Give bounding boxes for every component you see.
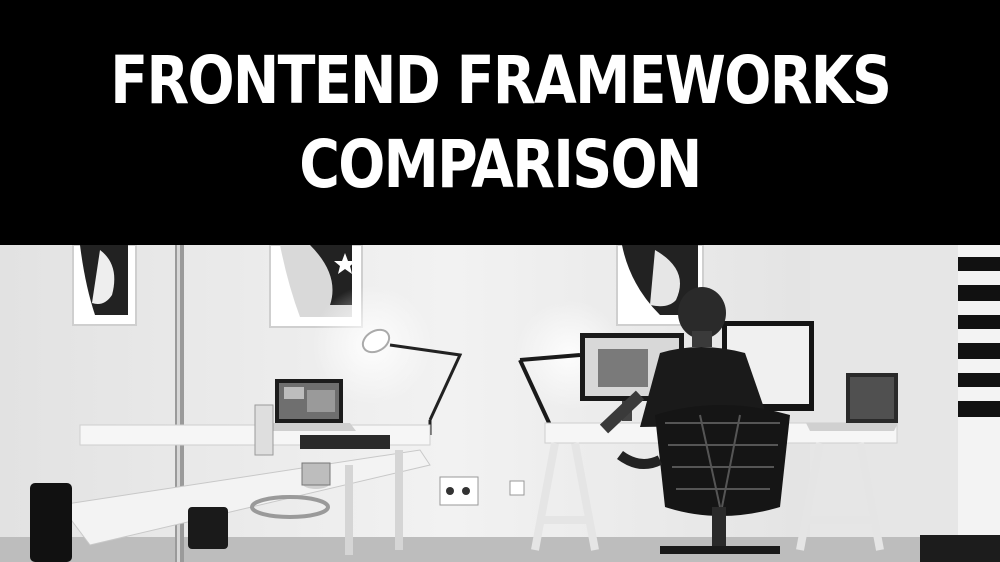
- title-line-2: COMPARISON: [299, 125, 702, 203]
- tablet-stand: [254, 404, 274, 456]
- tape-roll: [301, 462, 331, 486]
- office-photo: [0, 245, 1000, 562]
- poster-right: [616, 245, 704, 326]
- poster-left: [72, 245, 137, 326]
- dark-cylinder: [30, 483, 72, 562]
- laptop-right: [806, 373, 898, 431]
- keyboard: [300, 435, 390, 449]
- window-blinds: [958, 245, 1000, 562]
- coffee-cup: [188, 507, 228, 549]
- office-chair: [617, 405, 790, 554]
- title-line-1: FRONTEND FRAMEWORKS: [110, 41, 892, 119]
- cable-coil: [250, 495, 330, 519]
- floor: [0, 537, 1000, 562]
- office-photo-illustration: [0, 245, 1000, 562]
- laptop-left: [262, 379, 356, 431]
- title-banner: FRONTEND FRAMEWORKS COMPARISON: [0, 0, 1000, 245]
- wall-outlet: [439, 476, 525, 506]
- floor-bag: [920, 535, 1000, 562]
